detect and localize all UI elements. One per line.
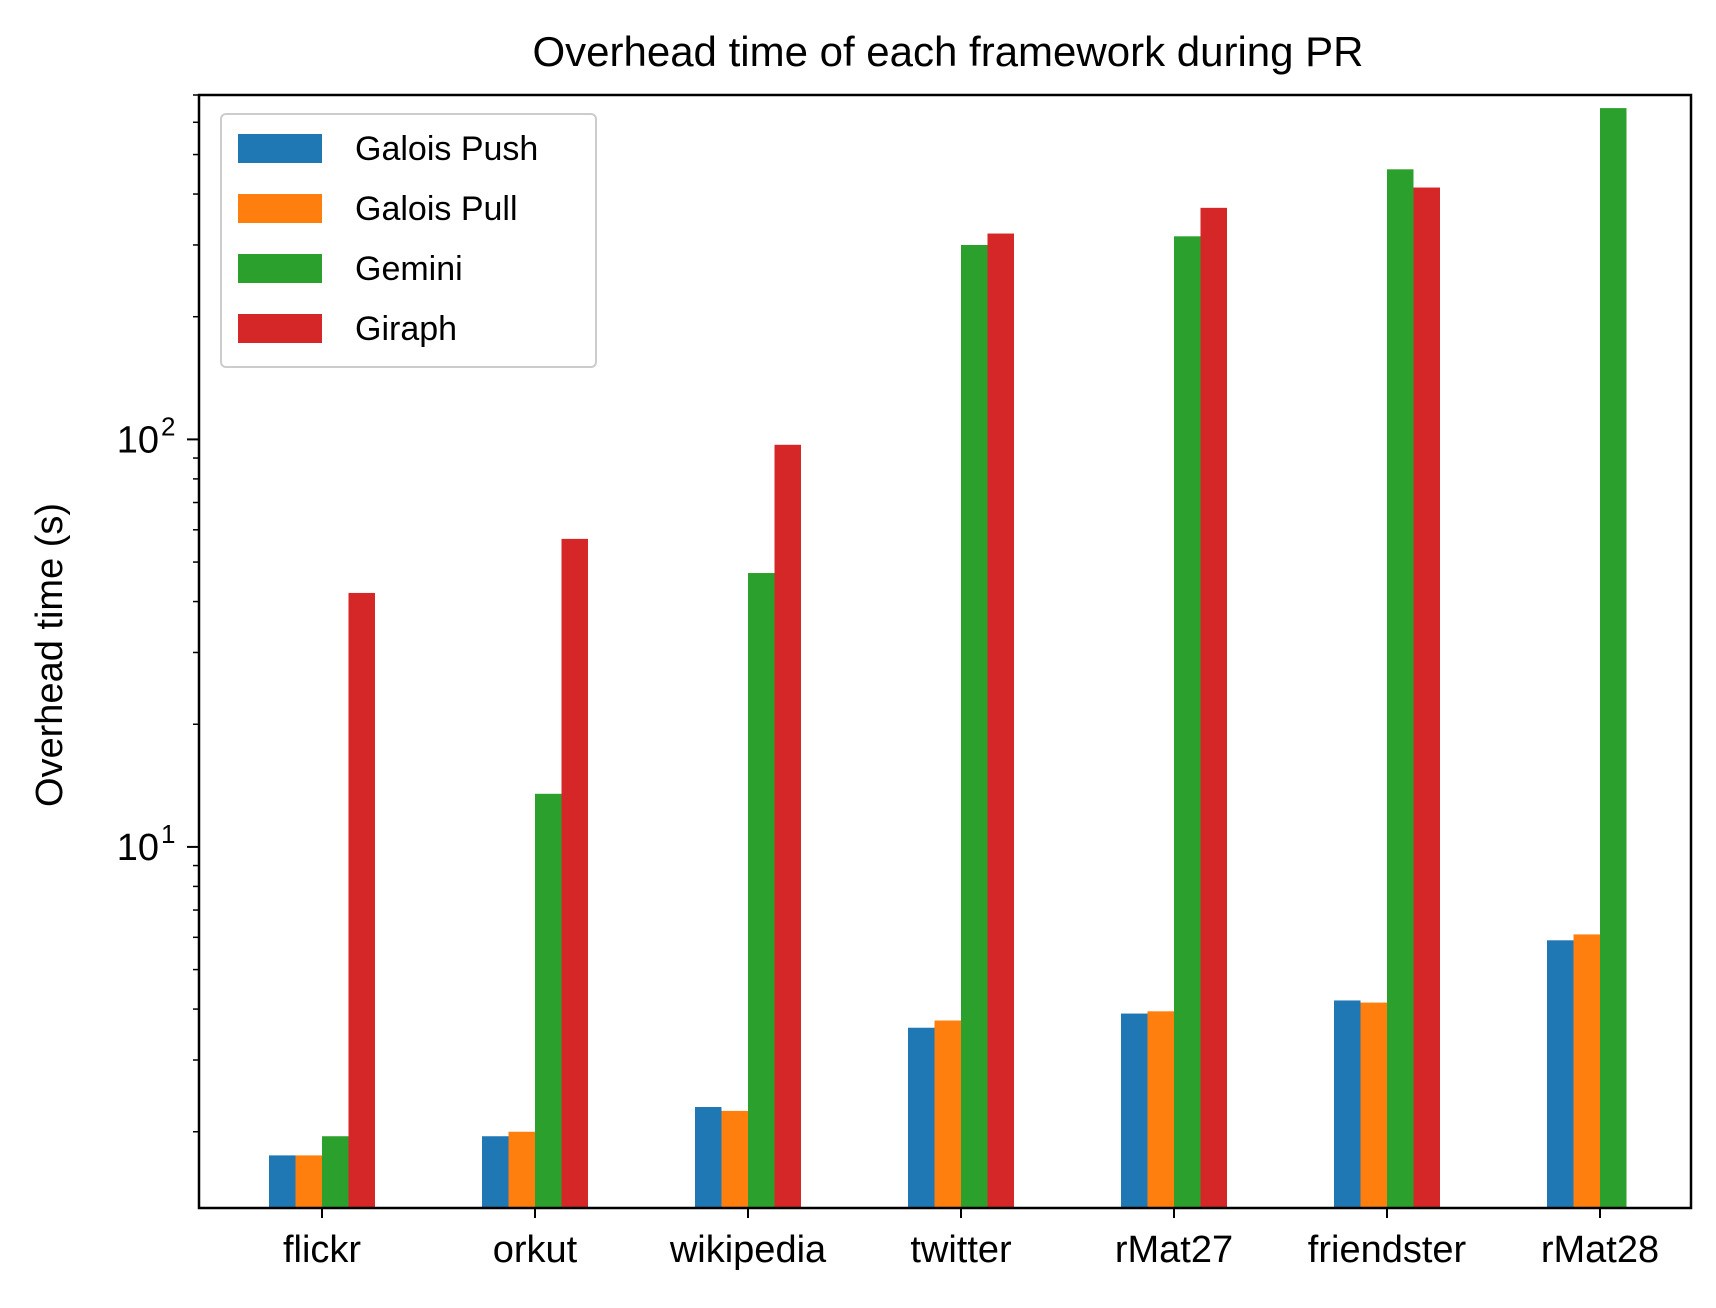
bar-galois-push-rmat27 bbox=[1121, 1013, 1148, 1208]
bar-gemini-rmat28 bbox=[1600, 108, 1627, 1209]
bar-gemini-flickr bbox=[322, 1136, 349, 1208]
legend-swatch-galois-pull bbox=[238, 194, 322, 223]
bar-gemini-orkut bbox=[535, 793, 562, 1208]
x-tick-label-twitter: twitter bbox=[910, 1229, 1012, 1271]
bar-galois-pull-rmat27 bbox=[1147, 1011, 1174, 1208]
x-tick-label-flickr: flickr bbox=[283, 1229, 361, 1271]
bars-layer bbox=[269, 108, 1627, 1209]
bar-galois-push-orkut bbox=[482, 1136, 509, 1208]
legend-label-galois-push: Galois Push bbox=[355, 130, 538, 168]
plot-frame bbox=[197, 93, 1693, 1210]
bar-galois-push-twitter bbox=[908, 1027, 935, 1208]
bar-galois-pull-rmat28 bbox=[1573, 934, 1600, 1208]
bar-galois-push-wikipedia bbox=[695, 1107, 722, 1208]
bar-galois-pull-wikipedia bbox=[721, 1110, 748, 1208]
legend-swatch-giraph bbox=[238, 314, 322, 343]
bar-giraph-rmat27 bbox=[1200, 207, 1227, 1209]
bar-galois-pull-friendster bbox=[1360, 1002, 1387, 1208]
bar-galois-pull-orkut bbox=[508, 1131, 535, 1208]
legend-swatch-gemini bbox=[238, 254, 322, 283]
x-tick-label-orkut: orkut bbox=[493, 1229, 578, 1271]
bar-galois-push-rmat28 bbox=[1547, 940, 1574, 1208]
bar-giraph-wikipedia bbox=[774, 444, 801, 1208]
bar-galois-push-friendster bbox=[1334, 1000, 1361, 1208]
y-axis-label: Overhead time (s) bbox=[29, 503, 71, 807]
bar-galois-push-flickr bbox=[269, 1155, 296, 1208]
bar-galois-pull-flickr bbox=[295, 1155, 322, 1208]
bar-giraph-twitter bbox=[987, 233, 1014, 1209]
x-tick-label-wikipedia: wikipedia bbox=[669, 1229, 827, 1271]
legend: Galois Push Galois Pull Gemini Giraph bbox=[220, 113, 597, 368]
x-tick-label-rmat28: rMat28 bbox=[1541, 1229, 1659, 1271]
legend-label-giraph: Giraph bbox=[355, 310, 457, 348]
legend-swatch-galois-push bbox=[238, 134, 322, 163]
y-tick-label-10-2: 10 bbox=[117, 419, 159, 461]
y-tick-label-10-1: 10 bbox=[117, 827, 159, 869]
bar-gemini-twitter bbox=[961, 244, 988, 1208]
legend-frame bbox=[220, 113, 597, 368]
bar-gemini-rmat27 bbox=[1174, 236, 1201, 1208]
y-tick-exponent-2: 2 bbox=[161, 411, 175, 441]
ticks-layer: flickr orkut wikipedia twitter rMat27 friends… bbox=[117, 94, 1659, 1271]
bar-giraph-orkut bbox=[561, 538, 588, 1208]
bar-gemini-friendster bbox=[1387, 169, 1414, 1208]
x-tick-label-friendster: friendster bbox=[1308, 1229, 1467, 1271]
chart-title: Overhead time of each framework during P… bbox=[532, 28, 1363, 75]
legend-label-galois-pull: Galois Pull bbox=[355, 190, 518, 228]
x-tick-label-rmat27: rMat27 bbox=[1115, 1229, 1233, 1271]
bar-gemini-wikipedia bbox=[748, 573, 775, 1208]
legend-label-gemini: Gemini bbox=[355, 250, 463, 288]
bar-giraph-friendster bbox=[1413, 187, 1440, 1208]
y-tick-exponent-1: 1 bbox=[161, 819, 175, 849]
bar-galois-pull-twitter bbox=[934, 1020, 961, 1208]
bar-giraph-flickr bbox=[348, 592, 375, 1208]
